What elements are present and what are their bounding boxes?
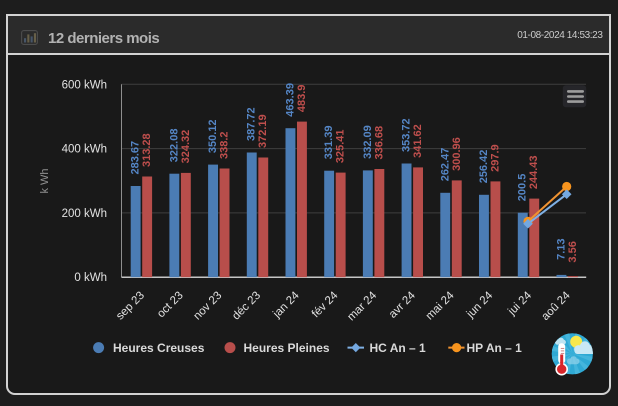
svg-text:fév 24: fév 24 [310,289,341,320]
svg-text:k Wh: k Wh [39,168,51,193]
svg-text:331.39: 331.39 [323,126,335,160]
svg-text:300.96: 300.96 [451,137,463,171]
svg-text:336.68: 336.68 [373,126,385,160]
svg-text:283.67: 283.67 [130,141,142,175]
svg-text:338.2: 338.2 [219,131,231,159]
svg-text:600 kWh: 600 kWh [62,79,107,91]
svg-text:0 kWh: 0 kWh [74,272,107,284]
svg-text:463.39: 463.39 [284,83,296,117]
svg-text:313.28: 313.28 [141,133,153,167]
svg-text:350.12: 350.12 [207,119,219,153]
svg-text:332.09: 332.09 [362,125,374,159]
svg-text:325.41: 325.41 [335,129,347,163]
svg-text:jui 24: jui 24 [505,289,534,318]
svg-text:aoû 24: aoû 24 [539,289,573,323]
svg-text:jun 24: jun 24 [464,289,496,321]
svg-text:387.72: 387.72 [246,107,258,141]
svg-text:déc 23: déc 23 [230,290,263,323]
svg-text:HC An – 1: HC An – 1 [370,341,427,355]
svg-text:324.32: 324.32 [180,130,192,164]
svg-text:mai 24: mai 24 [424,289,457,322]
svg-text:200.5: 200.5 [517,174,529,202]
svg-text:sep 23: sep 23 [114,290,147,323]
svg-text:400 kWh: 400 kWh [62,144,107,156]
svg-text:244.43: 244.43 [528,155,540,189]
svg-text:372.19: 372.19 [257,114,269,148]
svg-text:HP An – 1: HP An – 1 [467,341,523,355]
svg-text:jan 24: jan 24 [270,289,302,321]
svg-text:7.13: 7.13 [555,238,567,259]
svg-text:353.72: 353.72 [401,118,413,152]
svg-text:Heures Creuses: Heures Creuses [113,341,205,355]
svg-text:avr 24: avr 24 [387,289,419,321]
svg-text:483.9: 483.9 [296,85,308,113]
svg-text:mar 24: mar 24 [345,289,379,323]
svg-text:256.42: 256.42 [478,150,490,184]
svg-text:nov 23: nov 23 [192,290,225,323]
svg-text:Heures Pleines: Heures Pleines [244,341,330,355]
svg-text:262.47: 262.47 [439,148,451,182]
svg-text:200 kWh: 200 kWh [62,208,107,220]
svg-text:297.9: 297.9 [490,144,502,172]
svg-text:341.62: 341.62 [412,124,424,158]
svg-text:322.08: 322.08 [168,129,180,163]
svg-text:oct 23: oct 23 [155,290,186,321]
svg-text:3.56: 3.56 [567,241,579,262]
